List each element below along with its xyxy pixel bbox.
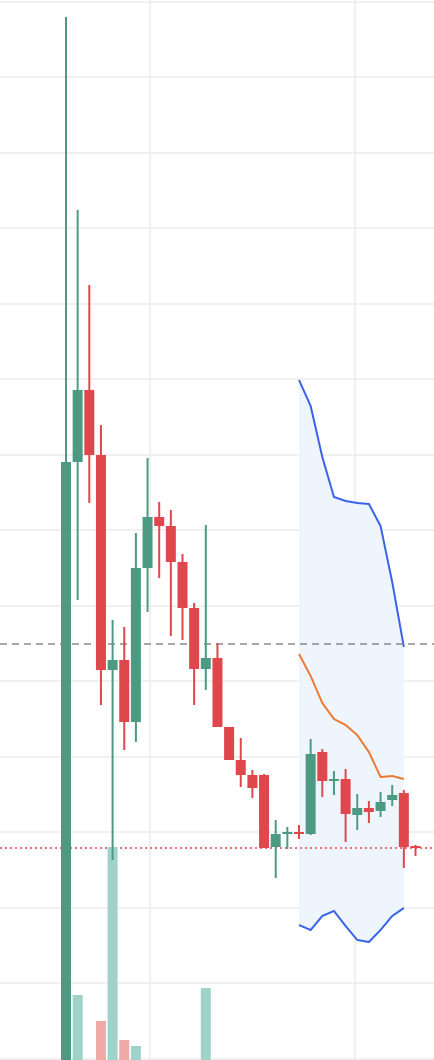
band-middle-line <box>298 653 405 780</box>
candle-body <box>387 795 398 800</box>
band-upper-line <box>298 379 405 648</box>
candle-body <box>259 775 270 848</box>
candle-body <box>352 808 363 815</box>
candle-body <box>72 390 83 462</box>
candle-body <box>142 517 153 568</box>
candle-body <box>410 846 421 848</box>
candle-body <box>363 808 374 812</box>
candle-body <box>317 752 328 781</box>
candle-body <box>247 775 258 788</box>
candle-body <box>119 660 130 722</box>
volume-bar <box>72 995 83 1060</box>
candle-body <box>189 608 200 669</box>
candle-body <box>154 517 165 526</box>
candle-body <box>375 802 386 811</box>
candle-body <box>200 658 211 669</box>
candle-body <box>235 760 246 775</box>
candle-body <box>61 462 71 1060</box>
candle-body <box>130 568 141 722</box>
candle-body <box>107 660 118 670</box>
candle-body <box>305 754 316 834</box>
candle-body <box>270 834 281 847</box>
bollinger-bands <box>298 379 405 944</box>
candle-body <box>340 779 351 814</box>
candle-body <box>177 562 188 608</box>
volume-bar <box>200 988 211 1060</box>
candle-body <box>84 390 95 455</box>
band-fill <box>299 380 404 942</box>
candle-body <box>398 793 409 847</box>
candle-body <box>212 658 223 727</box>
candle-body <box>95 455 106 670</box>
candle-body <box>165 526 176 562</box>
candle-body <box>328 779 339 781</box>
candle-body <box>294 832 304 834</box>
volume-bar <box>95 1021 106 1060</box>
volume-bars <box>72 847 211 1060</box>
volume-bar <box>130 1046 141 1060</box>
candle-body <box>282 832 293 834</box>
band-lower-line <box>298 907 405 944</box>
candle-body <box>224 727 235 760</box>
volume-bar <box>119 1040 130 1060</box>
volume-bar <box>107 847 118 1060</box>
candles <box>61 17 421 1060</box>
